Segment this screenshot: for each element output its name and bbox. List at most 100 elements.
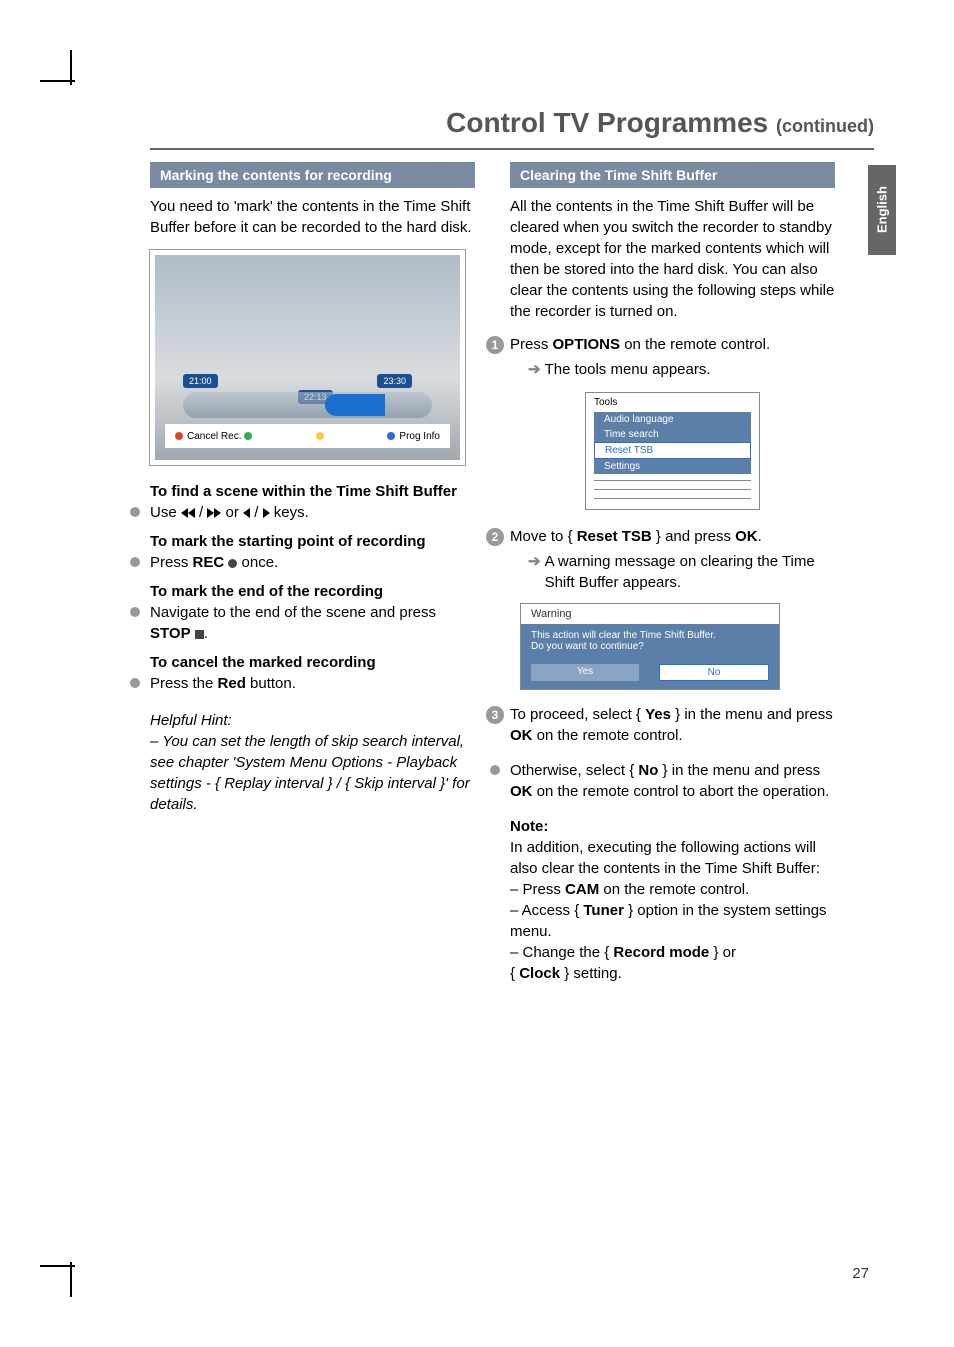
t: – Press	[510, 881, 565, 898]
ok-key: OK	[510, 783, 533, 800]
step-number-2: 2	[486, 528, 504, 546]
step-2-result: ➔ A warning message on clearing the Time…	[510, 551, 835, 593]
t: } setting.	[560, 965, 622, 982]
time-start: 21:00	[183, 374, 218, 388]
crop-mark	[40, 1265, 75, 1267]
title-rule	[150, 148, 874, 150]
t: on the remote control to abort the opera…	[533, 783, 830, 800]
green-dot-icon	[244, 432, 252, 440]
step-1: 1 Press OPTIONS on the remote control.	[510, 334, 835, 355]
bullet-dot-icon	[490, 765, 500, 775]
intro-text: All the contents in the Time Shift Buffe…	[510, 196, 835, 322]
bullet-text: Press the Red button.	[150, 673, 296, 694]
bullet-text: Otherwise, select { No } in the menu and…	[510, 760, 835, 802]
note-line1: – Press CAM on the remote control.	[510, 879, 835, 900]
line	[594, 489, 751, 490]
warning-body: This action will clear the Time Shift Bu…	[521, 624, 779, 658]
yes-button: Yes	[531, 664, 639, 681]
t: .	[204, 625, 208, 642]
nav-keys-icon: /	[243, 504, 270, 521]
note-line4: { Clock } setting.	[510, 963, 835, 984]
tuner-key: Tuner	[583, 902, 624, 919]
bullet-use-keys: Use / or / keys.	[150, 502, 475, 523]
t: once.	[237, 554, 278, 571]
step-1-result: ➔ The tools menu appears.	[510, 359, 835, 380]
tools-item-highlighted: Reset TSB	[594, 442, 751, 459]
cancel-rec-label: Cancel Rec.	[175, 431, 256, 442]
arrow-icon: ➔	[528, 551, 541, 593]
warning-title: Warning	[521, 604, 779, 624]
rewind-keys-icon: /	[181, 504, 222, 521]
t: – Change the {	[510, 944, 613, 961]
hint-label: Helpful Hint:	[150, 712, 232, 729]
page-title: Control TV Programmes (continued)	[446, 107, 874, 139]
tools-menu: Tools Audio language Time search Reset T…	[585, 392, 760, 510]
t: } and press	[652, 528, 735, 545]
t: Otherwise, select {	[510, 762, 638, 779]
step-text: Press OPTIONS on the remote control.	[510, 334, 770, 355]
t: The tools menu appears.	[545, 359, 711, 380]
t: on the remote control.	[620, 336, 770, 353]
t: Navigate to the end of the scene and pre…	[150, 604, 436, 621]
bullet-text: Press REC once.	[150, 552, 278, 573]
note-label: Note:	[510, 816, 835, 837]
subhead-find-scene: To find a scene within the Time Shift Bu…	[150, 483, 475, 500]
note-intro: In addition, executing the following act…	[510, 837, 835, 879]
warning-buttons: Yes No	[521, 658, 779, 689]
warning-line1: This action will clear the Time Shift Bu…	[531, 630, 769, 641]
language-tab: English	[868, 165, 896, 255]
yes-key: Yes	[645, 706, 671, 723]
cam-key: CAM	[565, 881, 599, 898]
t: Press	[510, 336, 553, 353]
t: {	[510, 965, 519, 982]
t: – Access {	[510, 902, 583, 919]
bullet-dot-icon	[130, 607, 140, 617]
rec-dot-icon	[228, 559, 237, 568]
t: } or	[709, 944, 736, 961]
step-number-3: 3	[486, 706, 504, 724]
warning-dialog: Warning This action will clear the Time …	[520, 603, 780, 690]
tsb-screenshot: 21:00 23:30 22:13 Cancel Rec. Prog Info	[150, 250, 465, 465]
record-mode-key: Record mode	[613, 944, 709, 961]
bullet-dot-icon	[130, 678, 140, 688]
bullet-dot-icon	[130, 557, 140, 567]
section-header-clearing: Clearing the Time Shift Buffer	[510, 162, 835, 188]
t: } in the menu and press	[671, 706, 833, 723]
left-column: Marking the contents for recording You n…	[150, 162, 475, 827]
ok-key: OK	[510, 727, 533, 744]
tools-item: Audio language	[594, 412, 751, 427]
yellow-dot	[316, 431, 328, 442]
rec-key: REC	[193, 554, 225, 571]
crop-mark	[40, 80, 75, 82]
t: To proceed, select {	[510, 706, 645, 723]
red-dot-icon	[175, 432, 183, 440]
t: Press the	[150, 675, 218, 692]
section-header-marking: Marking the contents for recording	[150, 162, 475, 188]
intro-text: You need to 'mark' the contents in the T…	[150, 196, 475, 238]
t: } in the menu and press	[658, 762, 820, 779]
screenshot-button-bar: Cancel Rec. Prog Info	[165, 424, 450, 448]
prog-info-label: Prog Info	[387, 431, 440, 442]
step-text: To proceed, select { Yes } in the menu a…	[510, 704, 835, 746]
no-key: No	[638, 762, 658, 779]
t: Move to {	[510, 528, 577, 545]
bullet-dot-icon	[130, 507, 140, 517]
options-key: OPTIONS	[553, 336, 621, 353]
time-end: 23:30	[377, 374, 412, 388]
t: A warning message on clearing the Time S…	[545, 551, 835, 593]
blue-dot-icon	[387, 432, 395, 440]
clock-key: Clock	[519, 965, 560, 982]
bullet-press-rec: Press REC once.	[150, 552, 475, 573]
subhead-mark-start: To mark the starting point of recording	[150, 533, 475, 550]
step-2: 2 Move to { Reset TSB } and press OK.	[510, 526, 835, 547]
tools-item: Settings	[594, 459, 751, 474]
t: keys.	[270, 504, 309, 521]
reset-tsb-key: Reset TSB	[577, 528, 652, 545]
progress-fill	[325, 394, 385, 416]
no-button: No	[659, 664, 769, 681]
subhead-mark-end: To mark the end of the recording	[150, 583, 475, 600]
right-column: Clearing the Time Shift Buffer All the c…	[510, 162, 835, 996]
progress-track	[183, 392, 432, 418]
t: on the remote control.	[599, 881, 749, 898]
line	[594, 498, 751, 499]
